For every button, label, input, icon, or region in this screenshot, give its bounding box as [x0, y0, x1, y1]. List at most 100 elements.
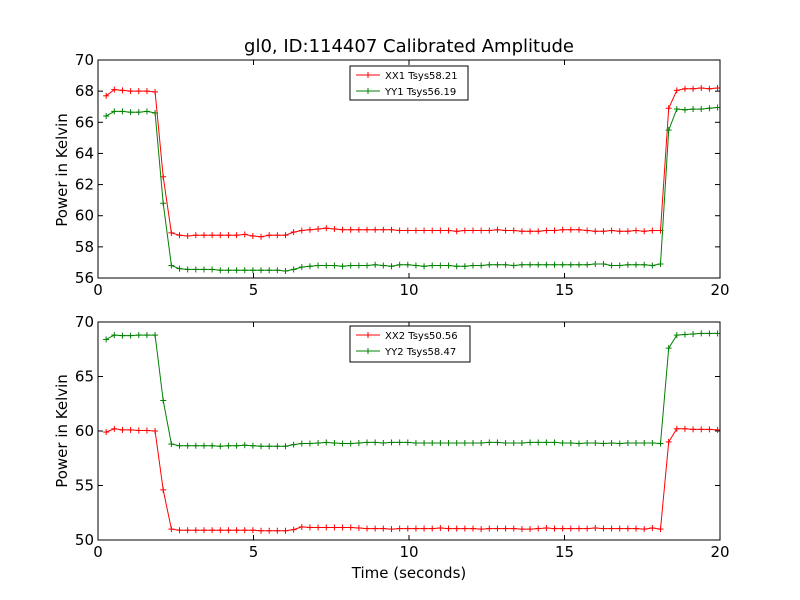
top-series-2-point [298, 264, 305, 271]
top-series-1-point [535, 228, 542, 235]
bottom-series-1-point [396, 525, 403, 532]
bottom-series-1-point [233, 527, 240, 534]
bottom-series-1-point [527, 526, 534, 533]
bottom-series-2-point [592, 439, 599, 446]
bottom-series-2-point [388, 439, 395, 446]
bottom-series-2-point [306, 440, 313, 447]
bottom-series-2-point [510, 439, 517, 446]
top-panel-title: gl0, ID:114407 Calibrated Amplitude [244, 36, 574, 57]
top-series-line-1 [105, 87, 718, 238]
top-series-1-point [364, 226, 371, 233]
bottom-series-1-point [575, 525, 582, 532]
top-series-1-point [249, 232, 256, 239]
bottom-series-1-point [380, 525, 387, 532]
bottom-series-1-point [266, 527, 273, 534]
bottom-series-1-point [665, 438, 672, 445]
top-series-1-point [624, 228, 631, 235]
top-series-2-point [478, 262, 485, 269]
top-series-1-point [119, 87, 126, 94]
bottom-series-2-point [143, 332, 150, 339]
top-series-1-point [641, 228, 648, 235]
top-series-1-point [575, 226, 582, 233]
bottom-series-1-point [510, 525, 517, 532]
top-series-1-point [429, 227, 436, 234]
top-series-1-point [209, 232, 216, 239]
top-series-1-point [543, 227, 550, 234]
bottom-series-1-point [331, 524, 338, 531]
top-ytick-label: 64 [75, 144, 94, 162]
top-series-1-point [143, 88, 150, 95]
top-series-1-point [494, 226, 501, 233]
bottom-series-2-point [135, 332, 142, 339]
top-series-2-point [372, 261, 379, 268]
bottom-series-2-point [470, 439, 477, 446]
top-series-1-point [380, 226, 387, 233]
top-panel: gl0, ID:114407 Calibrated Amplitude Powe… [53, 36, 730, 299]
top-series-2-point [339, 263, 346, 270]
top-series-2-point [486, 261, 493, 268]
bottom-series-2-point [323, 439, 330, 446]
top-series-1-point [290, 229, 297, 236]
top-series-2-point [347, 262, 354, 269]
bottom-series-1-point [160, 486, 167, 493]
bottom-series-2-point [339, 440, 346, 447]
top-series-1-point [445, 227, 452, 234]
top-series-2-point [184, 266, 191, 273]
bottom-series-2-point [225, 442, 232, 449]
bottom-series-1-point [282, 527, 289, 534]
top-series-2-point [665, 127, 672, 134]
top-series-1-point [706, 85, 713, 92]
bottom-series-1-point [470, 525, 477, 532]
top-series-1-point [241, 231, 248, 238]
top-series-1-point [584, 227, 591, 234]
top-legend-label: YY1 Tsys56.19 [384, 87, 456, 98]
top-series-1-point [217, 232, 224, 239]
bottom-series-2-point [518, 439, 525, 446]
bottom-series-1-point [298, 523, 305, 530]
top-series-2-point [421, 263, 428, 270]
top-series-2-point [429, 262, 436, 269]
top-series-1-point [127, 88, 134, 95]
top-series-2-point [698, 106, 705, 113]
top-series-2-point [608, 262, 615, 269]
top-series-1-point [298, 227, 305, 234]
top-series-2-point [143, 108, 150, 115]
top-series-2-point [600, 260, 607, 267]
bottom-series-2-point [584, 439, 591, 446]
bottom-series-1-point [681, 425, 688, 432]
top-ytick-label: 58 [75, 238, 94, 256]
bottom-series-2-point [127, 332, 134, 339]
top-series-1-point [176, 232, 183, 239]
bottom-series-2-point [567, 439, 574, 446]
bottom-series-1-point [437, 525, 444, 532]
bottom-legend-label: YY2 Tsys58.47 [384, 347, 456, 358]
bottom-series-2-point [559, 439, 566, 446]
bottom-series-2-point [347, 440, 354, 447]
top-series-1-point [135, 88, 142, 95]
bottom-series-2-point [543, 439, 550, 446]
top-series-2-point [437, 262, 444, 269]
top-ytick-label: 70 [75, 51, 94, 69]
bottom-ytick-label: 70 [75, 313, 94, 331]
bottom-series-2-point [641, 439, 648, 446]
bottom-series-1-point [200, 527, 207, 534]
bottom-series-1-point [184, 527, 191, 534]
top-series-1-point [527, 228, 534, 235]
bottom-series-1-point [421, 525, 428, 532]
top-series-2-point [217, 267, 224, 274]
top-series-2-point [461, 263, 468, 270]
top-series-2-point [290, 266, 297, 273]
top-ytick-label: 62 [75, 176, 94, 194]
top-series-1-point [331, 225, 338, 232]
bottom-series-2-point [160, 397, 167, 404]
top-series-1-point [673, 87, 680, 94]
bottom-series-2-point [355, 439, 362, 446]
bottom-ytick-label: 55 [75, 477, 94, 495]
bottom-series-2-point [404, 439, 411, 446]
top-series-1-point [225, 232, 232, 239]
bottom-series-2-point [657, 440, 664, 447]
top-panel-frame [97, 59, 721, 279]
bottom-panel-frame [97, 321, 721, 541]
bottom-series-2-point [119, 332, 126, 339]
